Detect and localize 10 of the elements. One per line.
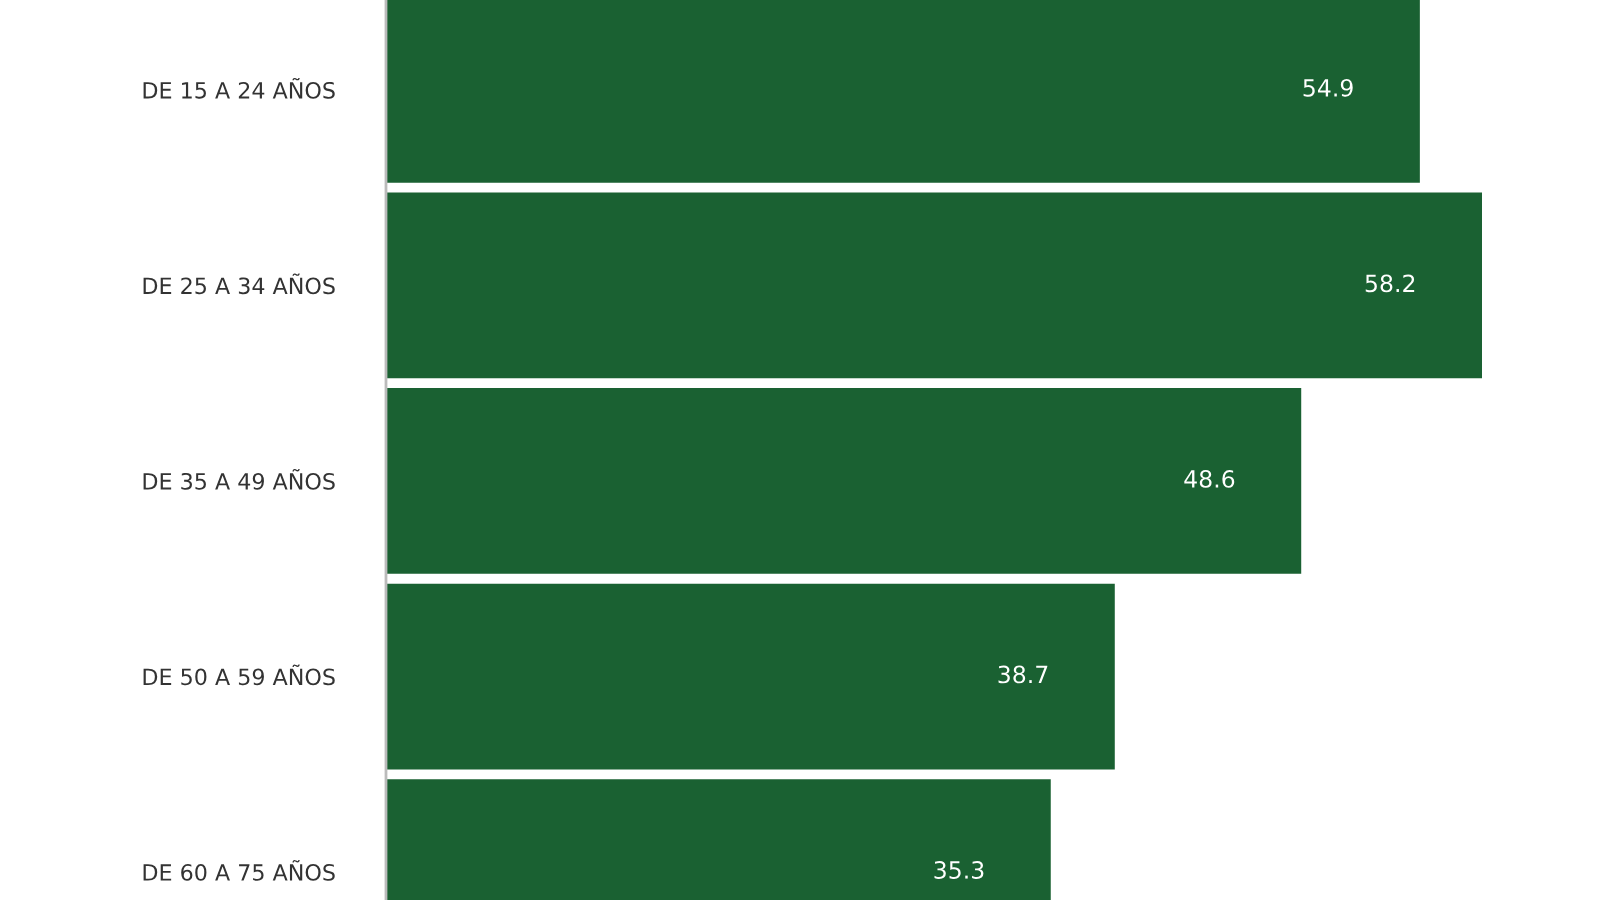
- y-tick-label: DE 50 A 59 AÑOS: [143, 664, 335, 686]
- data-label: 54.9: [1303, 78, 1353, 97]
- y-tick-label: DE 25 A 34 AÑOS: [143, 273, 335, 295]
- y-tick-label: DE 15 A 24 AÑOS: [143, 77, 335, 99]
- data-label: 38.7: [998, 665, 1048, 684]
- data-label: 48.6: [1184, 469, 1235, 488]
- data-label: 58.2: [1365, 274, 1415, 293]
- y-tick-label: DE 60 A 75 AÑOS: [143, 860, 335, 881]
- data-label: 35.3: [934, 861, 984, 879]
- y-tick-label: DE 35 A 49 AÑOS: [143, 469, 335, 490]
